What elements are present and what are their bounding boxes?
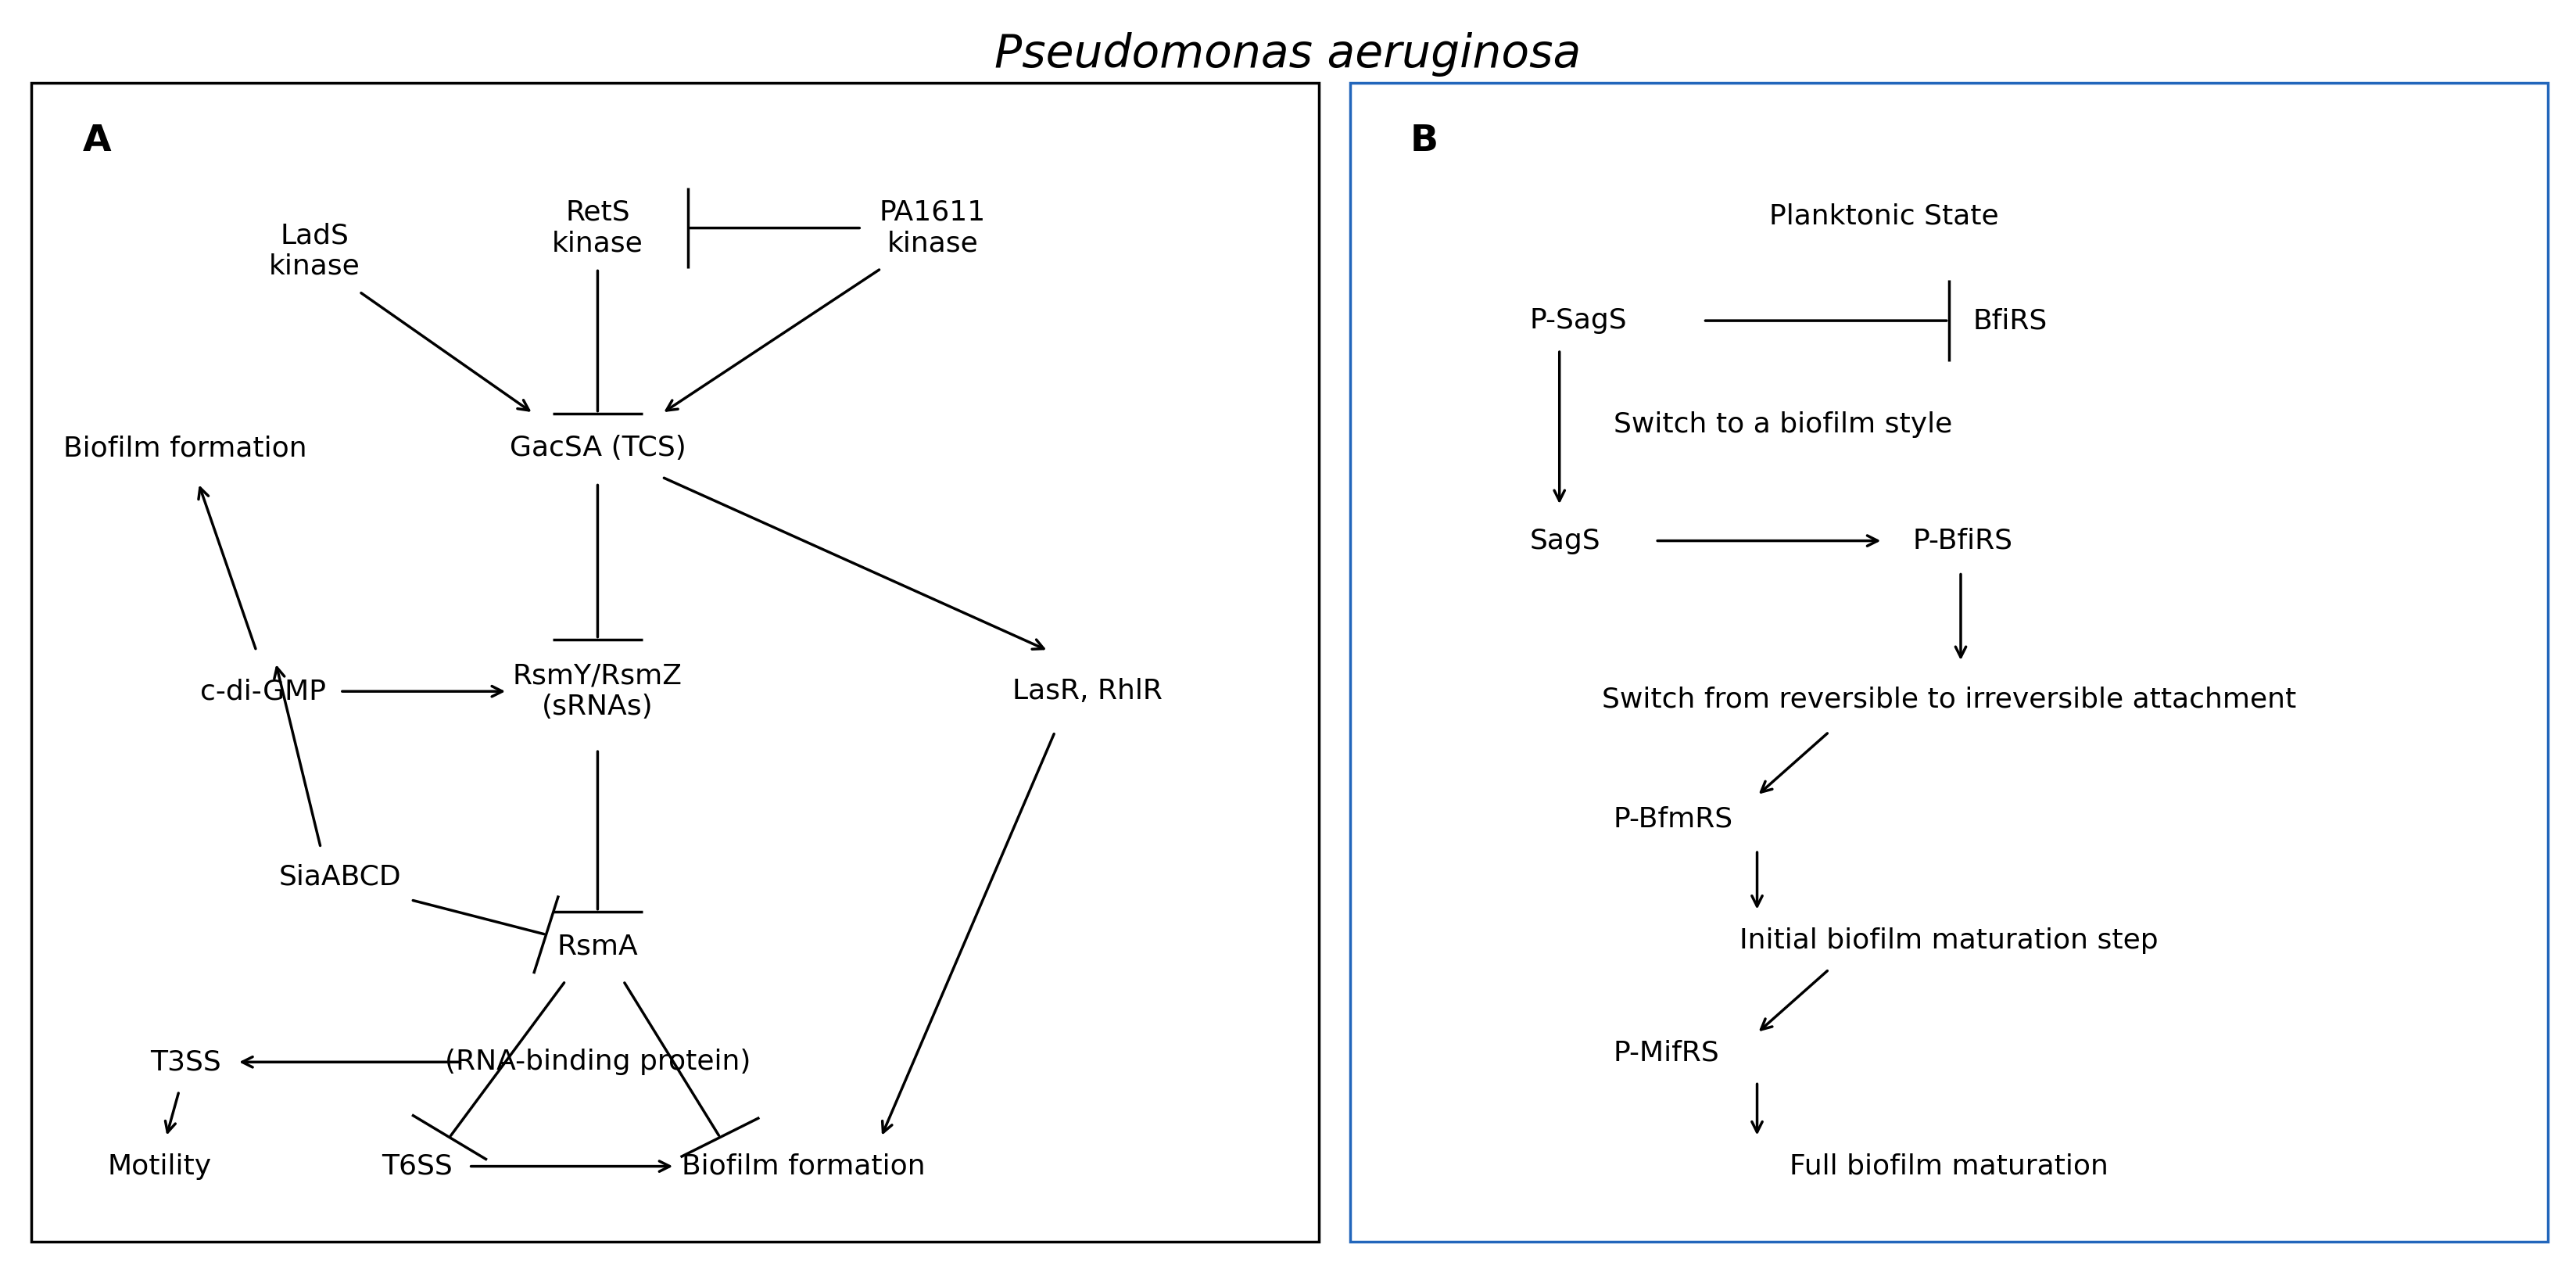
Text: Motility: Motility [108, 1153, 211, 1180]
Text: c-di-GMP: c-di-GMP [201, 678, 325, 705]
Text: P-BfmRS: P-BfmRS [1613, 805, 1734, 832]
Text: Switch to a biofilm style: Switch to a biofilm style [1613, 412, 1953, 438]
Text: PA1611
kinase: PA1611 kinase [878, 200, 987, 257]
Text: T3SS: T3SS [149, 1048, 222, 1075]
Text: P-MifRS: P-MifRS [1613, 1039, 1718, 1066]
Text: SiaABCD: SiaABCD [278, 864, 402, 890]
Text: SagS: SagS [1530, 527, 1600, 554]
Text: Planktonic State: Planktonic State [1770, 204, 1999, 229]
Text: P-SagS: P-SagS [1530, 307, 1628, 334]
Text: B: B [1409, 124, 1437, 159]
Text: RetS
kinase: RetS kinase [551, 200, 644, 257]
Text: P-BfiRS: P-BfiRS [1914, 527, 2012, 554]
Text: LadS
kinase: LadS kinase [268, 223, 361, 280]
Text: (RNA-binding protein): (RNA-binding protein) [446, 1048, 750, 1075]
FancyBboxPatch shape [1350, 83, 2548, 1242]
Text: A: A [82, 124, 111, 159]
Text: GacSA (TCS): GacSA (TCS) [510, 435, 685, 461]
FancyBboxPatch shape [31, 83, 1319, 1242]
Text: Biofilm formation: Biofilm formation [683, 1153, 925, 1180]
Text: Biofilm formation: Biofilm formation [64, 435, 307, 461]
Text: RsmY/RsmZ
(sRNAs): RsmY/RsmZ (sRNAs) [513, 663, 683, 721]
Text: T6SS: T6SS [381, 1153, 453, 1180]
Text: Switch from reversible to irreversible attachment: Switch from reversible to irreversible a… [1602, 686, 2295, 713]
Text: Pseudomonas aeruginosa: Pseudomonas aeruginosa [994, 32, 1582, 77]
Text: Full biofilm maturation: Full biofilm maturation [1790, 1153, 2107, 1180]
Text: BfiRS: BfiRS [1973, 307, 2048, 334]
Text: LasR, RhlR: LasR, RhlR [1012, 678, 1162, 705]
Text: Initial biofilm maturation step: Initial biofilm maturation step [1739, 927, 2159, 954]
Text: RsmA: RsmA [556, 933, 639, 960]
